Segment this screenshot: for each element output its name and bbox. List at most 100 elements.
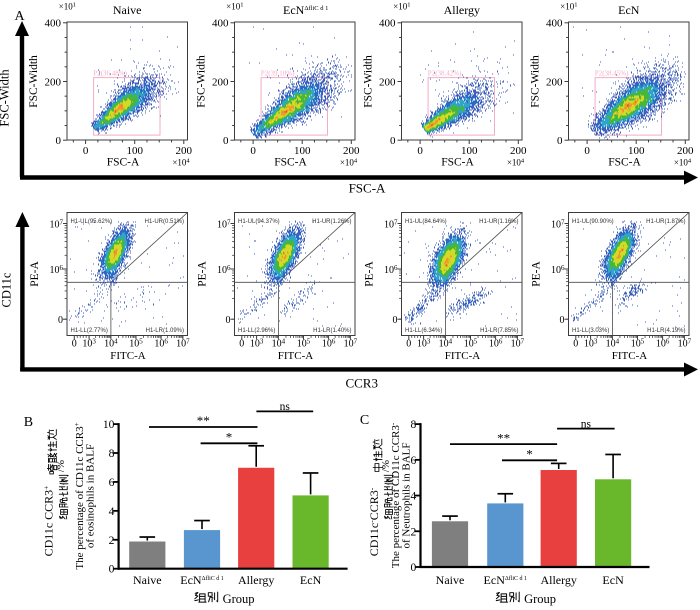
svg-text:H1-UL(90.90%): H1-UL(90.90%): [572, 219, 614, 225]
svg-text:FSC-Width: FSC-Width: [363, 55, 375, 108]
svg-text:FITC-A: FITC-A: [110, 350, 146, 362]
svg-text:0: 0: [239, 339, 244, 350]
svg-text:×101: ×101: [226, 2, 243, 12]
svg-text:CCR3: CCR3: [345, 376, 378, 391]
svg-text:PE-A: PE-A: [197, 261, 209, 287]
svg-text:Naive: Naive: [113, 3, 142, 17]
svg-text:4: 4: [411, 491, 417, 503]
svg-text:Allergy: Allergy: [238, 573, 274, 587]
svg-text:×104: ×104: [674, 158, 692, 168]
svg-text:H1-UL(94.37%): H1-UL(94.37%): [238, 219, 280, 225]
svg-text:P2(39.10%): P2(39.10%): [261, 70, 295, 78]
svg-text:0: 0: [560, 315, 565, 326]
svg-text:B: B: [24, 415, 33, 430]
svg-text:H1-LL(2.77%): H1-LL(2.77%): [71, 328, 108, 334]
svg-text:Allergy: Allergy: [540, 573, 576, 587]
svg-text:FSC-A: FSC-A: [349, 181, 386, 196]
svg-text:FITC-A: FITC-A: [445, 350, 481, 362]
svg-text:0: 0: [417, 145, 423, 157]
svg-text:FSC-A: FSC-A: [107, 157, 140, 169]
svg-text:EcN: EcN: [602, 573, 624, 587]
svg-text:200: 200: [546, 76, 563, 88]
svg-text:FSC-Width: FSC-Width: [196, 55, 208, 108]
svg-text:H1-UR(1.26%): H1-UR(1.26%): [312, 219, 351, 225]
svg-text:FITC-A: FITC-A: [278, 350, 314, 362]
svg-text:Naive: Naive: [436, 573, 465, 587]
svg-text:of eosinophils in BALF: of eosinophils in BALF: [85, 444, 97, 548]
svg-text:8: 8: [411, 419, 417, 431]
svg-text:2: 2: [109, 535, 115, 547]
svg-text:0: 0: [72, 339, 77, 350]
svg-text:0: 0: [226, 315, 231, 326]
svg-text:200: 200: [176, 145, 193, 157]
svg-text:FSC-A: FSC-A: [274, 157, 307, 169]
svg-text:400: 400: [546, 18, 563, 30]
svg-text:100: 100: [126, 145, 143, 157]
svg-text:Group: Group: [223, 592, 255, 606]
svg-text:ns: ns: [581, 418, 592, 430]
svg-text:CD11c CCR3+: CD11c CCR3+: [42, 486, 56, 557]
svg-text:FSC-Width: FSC-Width: [530, 55, 542, 108]
svg-text:0: 0: [250, 145, 256, 157]
svg-text:EcN: EcN: [300, 573, 322, 587]
svg-text:PE-A: PE-A: [531, 261, 543, 287]
svg-text:4: 4: [109, 506, 115, 518]
svg-text:C: C: [360, 413, 369, 428]
svg-text:Allergy: Allergy: [444, 3, 480, 17]
svg-text:0: 0: [223, 135, 229, 147]
svg-text:FSC-A: FSC-A: [608, 157, 641, 169]
svg-text:200: 200: [343, 145, 360, 157]
svg-text:H1-UL(95.62%): H1-UL(95.62%): [71, 219, 113, 225]
svg-text:H1-UR(1.16%): H1-UR(1.16%): [479, 219, 518, 225]
svg-text:of Neutrophils in BALF: of Neutrophils in BALF: [401, 442, 413, 548]
svg-text:PE-A: PE-A: [364, 261, 376, 287]
svg-text:PE-A: PE-A: [29, 261, 41, 287]
svg-text:200: 200: [677, 145, 694, 157]
svg-text:ns: ns: [280, 401, 291, 413]
svg-text:200: 200: [45, 76, 62, 88]
svg-text:400: 400: [379, 18, 396, 30]
svg-text:FSC-A: FSC-A: [441, 157, 474, 169]
svg-text:200: 200: [510, 145, 527, 157]
svg-text:0: 0: [406, 339, 411, 350]
svg-text:8: 8: [109, 448, 115, 460]
svg-text:×101: ×101: [560, 2, 577, 12]
svg-text:100: 100: [628, 145, 645, 157]
svg-text:0: 0: [557, 135, 563, 147]
svg-text:H1-UL(84.64%): H1-UL(84.64%): [405, 219, 447, 225]
svg-text:FSC-Width: FSC-Width: [28, 55, 40, 108]
svg-text:FITC-A: FITC-A: [612, 350, 648, 362]
svg-text:**: **: [497, 430, 510, 445]
svg-text:/%: /%: [380, 460, 392, 472]
svg-text:EcN: EcN: [618, 3, 640, 17]
svg-text:×101: ×101: [59, 2, 76, 12]
svg-text:H1-LR(1.40%): H1-LR(1.40%): [313, 328, 351, 334]
svg-text:0: 0: [58, 315, 63, 326]
svg-text:×101: ×101: [393, 2, 410, 12]
svg-text:P2(38.45%): P2(38.45%): [595, 70, 629, 78]
svg-text:0: 0: [390, 135, 396, 147]
svg-text:0: 0: [584, 145, 590, 157]
svg-text:*: *: [526, 447, 533, 462]
svg-text:The percentage of CD11c CCR3+: The percentage of CD11c CCR3+: [73, 422, 86, 569]
svg-text:H1-LR(4.19%): H1-LR(4.19%): [647, 328, 685, 334]
svg-text:2: 2: [411, 526, 417, 538]
svg-text:0: 0: [411, 562, 417, 574]
svg-text:CD11c-CCR3-: CD11c-CCR3-: [367, 487, 381, 556]
svg-text:/%: /%: [55, 460, 67, 472]
svg-text:Naive: Naive: [133, 573, 162, 587]
svg-text:200: 200: [379, 76, 396, 88]
svg-text:0: 0: [109, 564, 115, 576]
svg-text:×104: ×104: [507, 158, 525, 168]
svg-text:Group: Group: [524, 592, 556, 606]
svg-text:×104: ×104: [340, 158, 358, 168]
svg-text:0: 0: [573, 339, 578, 350]
svg-text:H1-LL(6.34%): H1-LL(6.34%): [405, 328, 442, 334]
svg-text:400: 400: [45, 18, 62, 30]
svg-text:FSC-Width: FSC-Width: [0, 69, 12, 127]
svg-text:200: 200: [212, 76, 229, 88]
svg-text:H1-LL(2.96%): H1-LL(2.96%): [238, 328, 275, 334]
svg-text:0: 0: [56, 135, 62, 147]
svg-text:H1-LR(7.85%): H1-LR(7.85%): [480, 328, 518, 334]
svg-text:0: 0: [83, 145, 89, 157]
